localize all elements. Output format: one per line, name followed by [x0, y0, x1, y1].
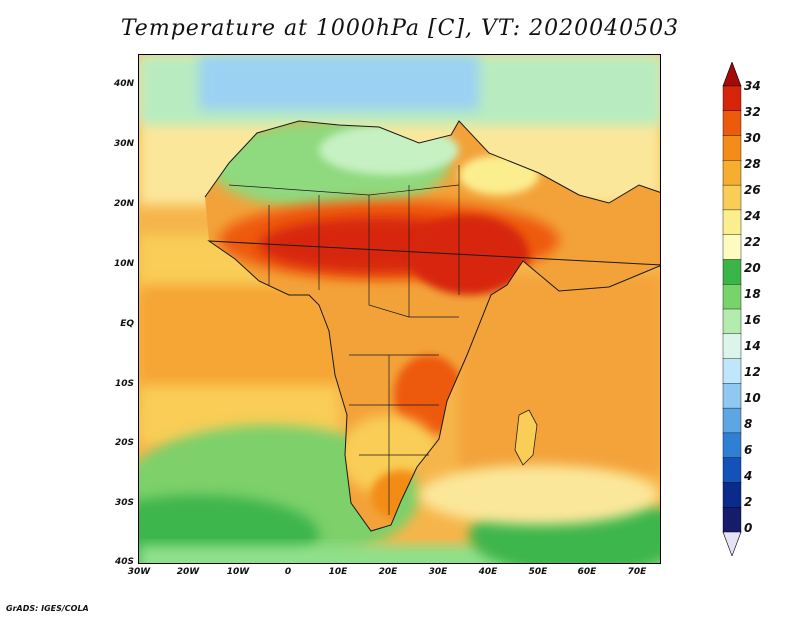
lon-tick-label: 0 — [284, 567, 292, 577]
temperature-map — [138, 54, 661, 564]
lat-tick-label: 30N — [113, 139, 134, 149]
coastline — [204, 120, 660, 532]
colorbar-segment — [722, 333, 742, 360]
lat-tick-label: 30S — [114, 498, 134, 508]
colorbar-segment — [722, 160, 742, 186]
colorbar-label: 18 — [744, 287, 761, 301]
lat-tick-label: 40S — [114, 557, 134, 567]
lon-tick-label: 60E — [577, 567, 597, 577]
colorbar-label: 30 — [744, 131, 761, 145]
colorbar-segment — [722, 284, 742, 310]
colorbar-segment — [722, 110, 742, 137]
lon-tick-label: 30W — [127, 567, 151, 577]
colorbar-label: 2 — [744, 495, 753, 509]
colorbar-segment — [722, 432, 742, 459]
colorbar-segment — [722, 184, 742, 211]
lon-tick-label: 30E — [428, 567, 448, 577]
chart-title: Temperature at 1000hPa [C], VT: 20200405… — [120, 16, 680, 41]
lon-tick-label: 20W — [176, 567, 200, 577]
colorbar-segment — [722, 507, 742, 533]
lat-tick-label: 40N — [113, 79, 134, 89]
colorbar-label: 22 — [744, 235, 761, 249]
colorbar-segment — [722, 234, 742, 261]
lat-tick-label: 10N — [113, 259, 134, 269]
colorbar-segment — [722, 407, 742, 434]
colorbar-label: 28 — [744, 157, 761, 171]
colorbar-label: 14 — [744, 339, 761, 353]
colorbar-label: 12 — [744, 365, 761, 379]
colorbar-label: 26 — [744, 183, 761, 197]
colorbar — [722, 62, 742, 556]
colorbar-label: 8 — [744, 417, 753, 431]
colorbar-label: 20 — [744, 261, 761, 275]
colorbar-label: 10 — [744, 391, 761, 405]
colorbar-segment — [722, 308, 742, 335]
colorbar-label: 0 — [744, 521, 753, 535]
credit-text: GrADS: IGES/COLA — [6, 604, 89, 613]
lon-tick-label: 40E — [478, 567, 498, 577]
colorbar-segment — [722, 259, 742, 285]
lon-tick-label: 50E — [528, 567, 548, 577]
colorbar-segment — [722, 358, 742, 385]
madagascar — [514, 409, 538, 466]
lat-tick-label: 20S — [114, 438, 134, 448]
lat-tick-label: 10S — [114, 379, 134, 389]
lat-tick-label: 20N — [113, 199, 134, 209]
colorbar-segment — [722, 457, 742, 484]
colorbar-segment — [722, 482, 742, 508]
colorbar-label: 16 — [744, 313, 761, 327]
colorbar-bottom-triangle — [722, 531, 742, 556]
colorbar-label: 34 — [744, 79, 761, 93]
colorbar-segment — [722, 135, 742, 162]
colorbar-top-triangle — [722, 62, 742, 87]
colorbar-segment — [722, 85, 742, 112]
colorbar-label: 4 — [744, 469, 753, 483]
lon-tick-label: 10W — [226, 567, 250, 577]
lat-tick-label: EQ — [120, 319, 134, 329]
lon-tick-label: 70E — [627, 567, 647, 577]
colorbar-label: 24 — [744, 209, 761, 223]
colorbar-segment — [722, 383, 742, 409]
colorbar-segment — [722, 209, 742, 236]
colorbar-label: 32 — [744, 105, 761, 119]
colorbar-label: 6 — [744, 443, 753, 457]
country-borders — [228, 165, 460, 515]
lon-tick-label: 20E — [378, 567, 398, 577]
lon-tick-label: 10E — [328, 567, 348, 577]
